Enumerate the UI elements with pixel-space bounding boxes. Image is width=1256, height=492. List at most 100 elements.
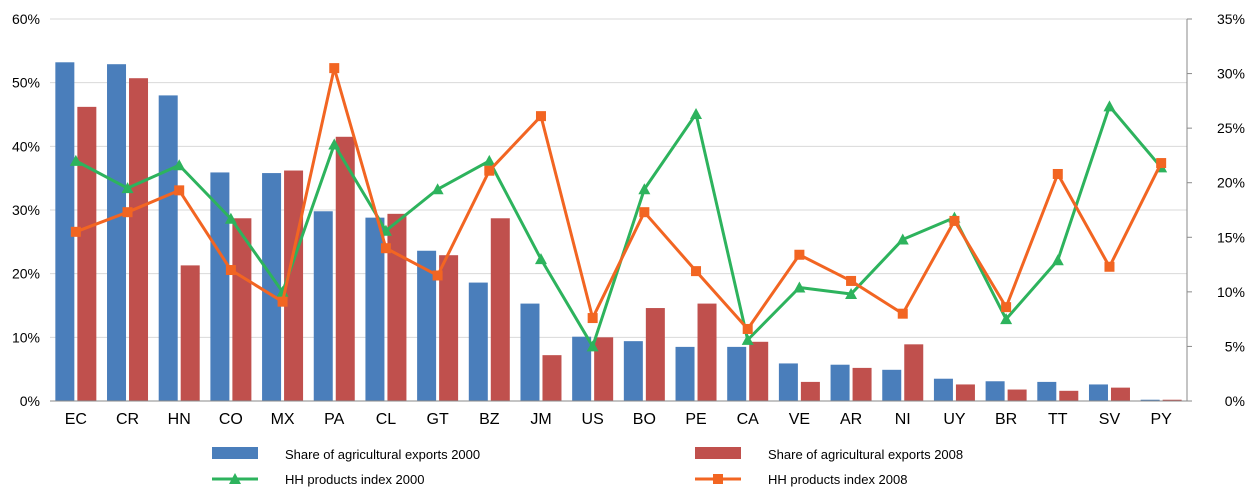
left-tick-label: 40%	[12, 138, 40, 154]
square-marker	[225, 265, 236, 276]
bar	[594, 337, 614, 401]
lines	[69, 63, 1168, 352]
right-tick-label: 5%	[1225, 338, 1245, 354]
bar	[645, 308, 665, 401]
square-marker	[949, 215, 960, 226]
bar	[800, 381, 820, 401]
square-marker	[535, 111, 546, 122]
bar	[623, 341, 643, 401]
square-marker	[70, 226, 81, 237]
bar	[904, 344, 924, 401]
legend-swatch	[212, 447, 258, 459]
square-marker	[639, 207, 650, 218]
bar	[107, 64, 127, 401]
square-marker	[432, 270, 443, 281]
triangle-marker	[431, 183, 444, 195]
bar	[830, 364, 850, 401]
bar	[572, 336, 592, 401]
category-label: NI	[895, 411, 911, 428]
bar	[955, 384, 975, 401]
bar	[697, 303, 717, 401]
category-label: PA	[324, 411, 344, 428]
bar	[490, 218, 510, 401]
category-label: HN	[168, 411, 191, 428]
square-marker	[1052, 168, 1063, 179]
square-marker	[329, 63, 340, 74]
bar	[262, 173, 282, 401]
category-label: SV	[1099, 411, 1121, 428]
bar	[1140, 399, 1160, 401]
square-marker	[794, 249, 805, 260]
triangle-marker	[586, 340, 599, 352]
bar	[468, 282, 488, 401]
bar	[520, 303, 540, 401]
category-label: CO	[219, 411, 243, 428]
bar	[387, 213, 407, 401]
triangle-marker	[173, 159, 186, 171]
category-label: BR	[995, 411, 1017, 428]
bar	[158, 95, 178, 402]
bar	[985, 381, 1005, 401]
legend-item: Share of agricultural exports 2000	[212, 447, 480, 462]
category-label: PE	[685, 411, 706, 428]
category-label: GT	[427, 411, 449, 428]
square-marker	[1104, 261, 1115, 272]
square-marker	[1001, 302, 1012, 313]
square-marker	[122, 207, 133, 218]
square-marker	[174, 185, 185, 196]
bars	[55, 62, 1182, 402]
bar	[852, 367, 872, 401]
category-label: US	[582, 411, 604, 428]
triangle-marker	[638, 183, 651, 195]
bar	[439, 255, 459, 401]
axes	[50, 18, 1192, 402]
triangle-marker	[483, 154, 496, 166]
square-marker	[380, 243, 391, 254]
left-tick-label: 0%	[20, 393, 40, 409]
bar	[882, 369, 902, 401]
bar	[417, 250, 437, 401]
category-label: PY	[1150, 411, 1172, 428]
bar	[1007, 389, 1027, 401]
category-label: BO	[633, 411, 656, 428]
bar	[727, 346, 747, 401]
left-tick-label: 50%	[12, 75, 40, 91]
category-label: CR	[116, 411, 139, 428]
triangle-marker	[224, 212, 237, 224]
right-tick-label: 30%	[1217, 66, 1245, 82]
bar	[180, 265, 200, 401]
triangle-marker	[1051, 254, 1064, 266]
triangle-marker	[845, 288, 858, 300]
square-marker	[277, 296, 288, 307]
right-tick-label: 25%	[1217, 120, 1245, 136]
bar	[778, 363, 798, 401]
triangle-marker	[328, 138, 341, 150]
right-tick-label: 35%	[1217, 11, 1245, 27]
left-tick-label: 10%	[12, 329, 40, 345]
bar	[933, 378, 953, 401]
triangle-marker	[534, 253, 547, 265]
bar	[365, 217, 385, 401]
square-marker	[484, 165, 495, 176]
right-tick-label: 0%	[1225, 393, 1245, 409]
bar	[55, 62, 75, 401]
bar	[542, 355, 562, 401]
category-label: CA	[737, 411, 760, 428]
right-tick-label: 15%	[1217, 229, 1245, 245]
bar	[77, 106, 97, 402]
bar	[232, 218, 252, 401]
bar	[313, 211, 333, 401]
bar	[210, 172, 230, 401]
bar	[749, 341, 769, 401]
triangle-marker	[1000, 313, 1013, 325]
category-label: AR	[840, 411, 862, 428]
square-marker	[691, 266, 702, 277]
bar	[335, 136, 355, 402]
bar	[1059, 390, 1079, 401]
legend-label: Share of agricultural exports 2008	[768, 447, 963, 462]
legend-swatch	[695, 447, 741, 459]
triangle-marker	[793, 281, 806, 293]
square-marker	[587, 313, 598, 324]
left-tick-label: 60%	[12, 11, 40, 27]
